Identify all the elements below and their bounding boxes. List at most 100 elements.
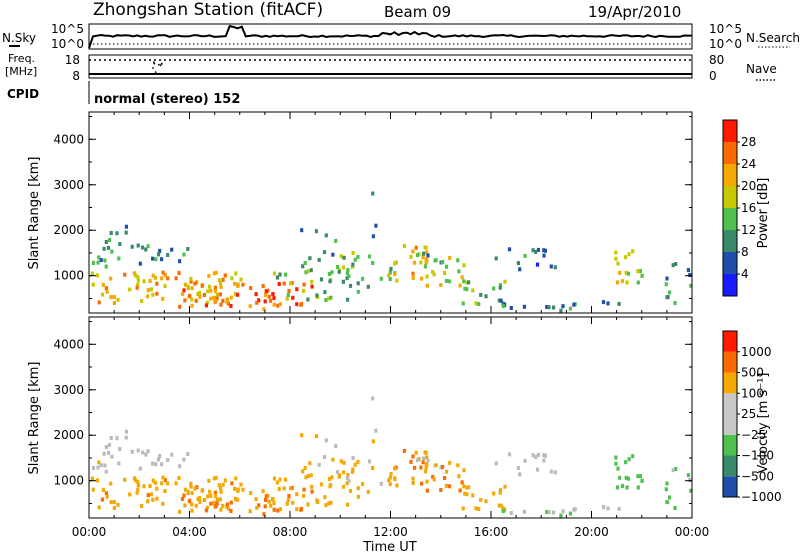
- power-cell: [161, 270, 165, 275]
- velocity-cell: [135, 490, 139, 495]
- velocity-cell: [534, 455, 538, 459]
- power-cell: [636, 269, 640, 274]
- velocity-cell: [322, 455, 327, 460]
- colorbar-tick-label: 25: [741, 407, 756, 421]
- power-cell: [140, 299, 144, 303]
- velocity-cell: [123, 477, 127, 482]
- power-cell: [190, 286, 194, 291]
- power-cell: [109, 231, 113, 235]
- velocity-cell: [146, 449, 150, 454]
- velocity-ylabel: Slant Range [km]: [27, 362, 42, 475]
- power-cell: [379, 276, 383, 281]
- colorbar-segment: [723, 230, 737, 252]
- power-cell: [166, 276, 170, 281]
- power-cell: [432, 272, 436, 277]
- velocity-panel: 1000 2000 3000 4000 Slant Range [km]: [27, 316, 693, 519]
- velocity-cell: [277, 487, 281, 491]
- velocity-cell: [151, 461, 155, 466]
- velocity-cell: [330, 475, 334, 480]
- power-cell: [146, 294, 150, 299]
- velocity-cell: [223, 478, 227, 483]
- velocity-cell: [303, 466, 307, 470]
- velocity-cell: [109, 481, 113, 486]
- power-cell: [102, 246, 106, 251]
- power-cell: [328, 279, 332, 284]
- power-cell: [189, 279, 193, 284]
- power-cell: [112, 295, 116, 300]
- velocity-cell: [689, 488, 693, 493]
- velocity-cell: [300, 433, 304, 438]
- velocity-cell: [409, 459, 413, 464]
- x-tick-label: 00:00: [675, 525, 710, 539]
- power-cell: [219, 302, 223, 307]
- velocity-cell: [136, 448, 140, 453]
- velocity-cell: [302, 493, 306, 498]
- velocity-cell: [389, 471, 393, 476]
- power-cell: [353, 257, 357, 262]
- power-cell: [367, 254, 372, 259]
- power-cell: [225, 297, 229, 302]
- velocity-cell: [241, 487, 245, 492]
- power-cell: [91, 282, 95, 287]
- power-cell: [413, 260, 417, 265]
- velocity-cell: [233, 496, 238, 501]
- power-cell: [182, 252, 186, 257]
- velocity-cell: [474, 506, 478, 511]
- power-cell: [572, 302, 576, 307]
- power-cell: [411, 276, 415, 280]
- power-cell: [330, 270, 334, 275]
- velocity-cell: [255, 505, 259, 510]
- x-tick-label: 12:00: [373, 525, 408, 539]
- x-tick-label: 08:00: [273, 525, 308, 539]
- velocity-cell: [625, 485, 629, 490]
- velocity-cell: [272, 501, 276, 505]
- power-cell: [90, 271, 94, 276]
- power-cell: [213, 289, 218, 294]
- velocity-cell: [439, 488, 443, 492]
- power-cell: [441, 260, 445, 264]
- power-cell: [317, 257, 321, 262]
- velocity-cell: [275, 480, 280, 485]
- power-cell: [204, 303, 208, 308]
- power-cell: [95, 273, 99, 278]
- y-tick-label: 4000: [53, 132, 84, 146]
- velocity-cell: [209, 493, 213, 498]
- colorbar-segment: [723, 142, 737, 164]
- power-cell: [282, 281, 286, 286]
- velocity-cell: [342, 460, 346, 465]
- velocity-cell: [492, 491, 496, 496]
- x-tick-label: 20:00: [574, 525, 609, 539]
- velocity-cell: [379, 481, 383, 486]
- power-cell: [177, 271, 181, 275]
- velocity-cell: [226, 506, 230, 511]
- power-cell: [236, 292, 240, 297]
- velocity-cell: [463, 491, 467, 496]
- power-cell: [186, 247, 190, 251]
- power-cell: [284, 272, 288, 277]
- y-tick-label: 3000: [53, 383, 84, 397]
- velocity-cell: [142, 484, 146, 489]
- velocity-cell: [421, 460, 425, 465]
- power-cell: [135, 285, 139, 290]
- velocity-cell: [327, 501, 331, 506]
- velocity-cell: [356, 494, 360, 499]
- power-panel: 1000 2000 3000 4000 Slant Range [km]: [27, 111, 693, 314]
- velocity-cell: [130, 449, 134, 454]
- velocity-cell: [545, 510, 549, 514]
- power-cell: [219, 284, 223, 289]
- power-cell: [371, 191, 375, 196]
- velocity-cell: [278, 477, 282, 482]
- power-cell: [559, 308, 563, 313]
- velocity-cell: [413, 465, 417, 470]
- power-cell: [625, 280, 629, 285]
- power-cell: [262, 307, 266, 312]
- power-cell: [213, 285, 217, 290]
- velocity-cell: [286, 498, 290, 503]
- power-cell: [229, 295, 233, 300]
- velocity-cell: [198, 499, 202, 504]
- power-cell: [499, 298, 503, 303]
- velocity-cell: [356, 486, 360, 491]
- velocity-cell: [112, 506, 116, 510]
- power-cell: [420, 276, 424, 281]
- velocity-cell: [462, 484, 466, 489]
